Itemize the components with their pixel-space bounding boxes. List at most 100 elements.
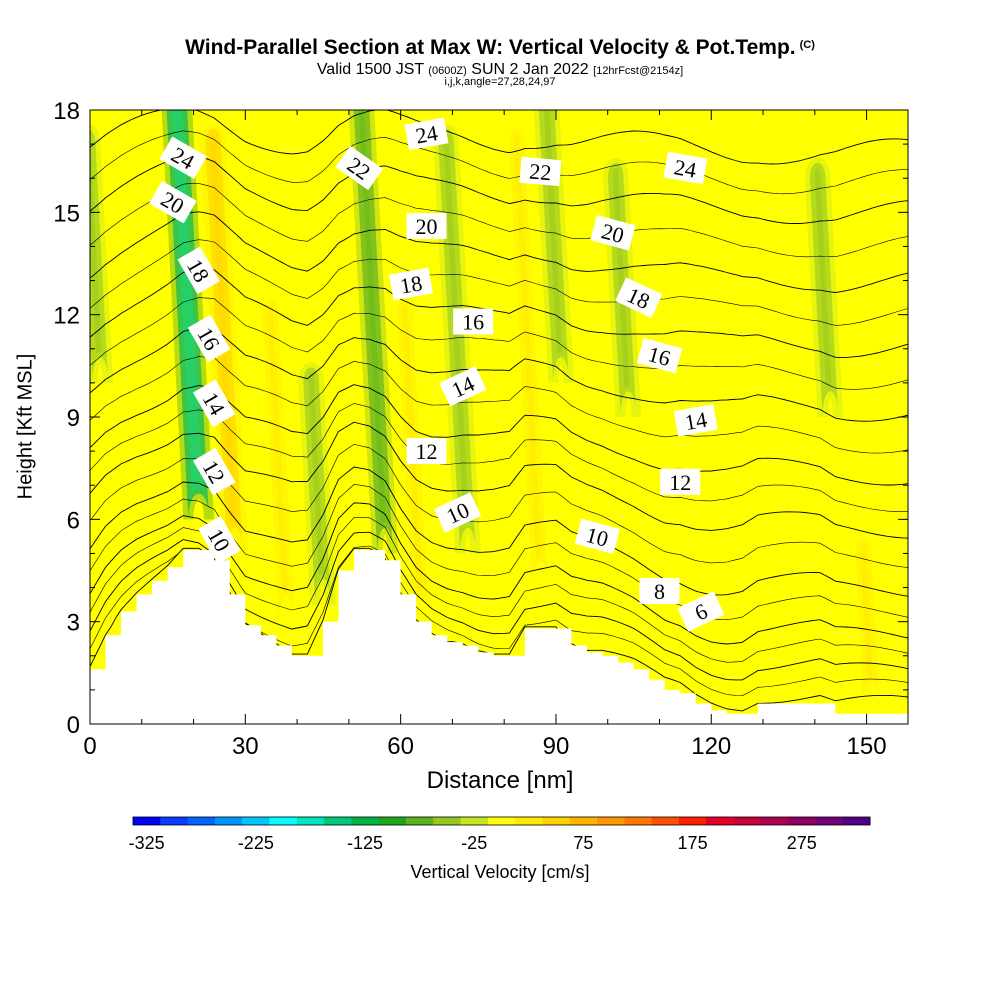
velocity-band bbox=[303, 367, 331, 605]
chart-subtitle: Valid 1500 JST (0600Z) SUN 2 Jan 2022 [1… bbox=[0, 61, 1000, 79]
contour-label-box bbox=[159, 136, 208, 180]
velocity-band bbox=[714, 162, 756, 656]
y-axis-label: Height [Kft MSL] bbox=[14, 353, 37, 500]
contour-label-box bbox=[433, 492, 482, 533]
theta-contour-18 bbox=[90, 267, 908, 358]
x-tick-label: 30 bbox=[232, 733, 259, 760]
velocity-band bbox=[353, 110, 393, 554]
velocity-band-halo bbox=[348, 110, 398, 554]
theta-contour-minor bbox=[90, 403, 908, 512]
contour-label: 24 bbox=[404, 117, 449, 151]
contour-label: 14 bbox=[673, 404, 718, 437]
contour-label-box bbox=[198, 515, 241, 564]
theta-contour-20 bbox=[90, 211, 908, 293]
velocity-band-halo bbox=[533, 110, 574, 384]
contour-label: 16 bbox=[453, 308, 494, 335]
colorbar-swatch bbox=[569, 817, 598, 825]
velocity-band-halo bbox=[709, 157, 761, 657]
contour-label-box bbox=[177, 246, 220, 295]
colorbar: -325 -225 -125 -25 75 175 275 bbox=[129, 816, 871, 853]
colorbar-frame bbox=[132, 816, 871, 826]
theta-contour-minor bbox=[90, 130, 908, 195]
colorbar-swatch bbox=[842, 817, 871, 825]
velocity-band-halo bbox=[161, 110, 215, 520]
velocity-band bbox=[809, 162, 839, 417]
subtitle-valid: Valid 1500 JST bbox=[316, 61, 424, 78]
colorbar-swatch bbox=[378, 817, 407, 825]
theta-contour-minor bbox=[90, 183, 908, 258]
subtitle-date: SUN 2 Jan 2022 bbox=[471, 61, 589, 78]
contour-label-box bbox=[389, 267, 433, 301]
colorbar-swatch bbox=[269, 817, 298, 825]
y-tick-label: 0 bbox=[67, 712, 80, 739]
colorbar-swatch bbox=[296, 817, 325, 825]
colorbar-swatch bbox=[351, 817, 380, 825]
contour-label-text: 12 bbox=[669, 470, 691, 495]
contour-label-box bbox=[673, 404, 718, 437]
contour-label: 20 bbox=[590, 215, 636, 251]
y-tick-label: 3 bbox=[67, 610, 80, 637]
velocity-band-halo bbox=[850, 533, 885, 708]
contour-label-text: 20 bbox=[416, 214, 438, 239]
velocity-band-halo bbox=[804, 157, 844, 418]
theta-contour-10 bbox=[90, 466, 908, 597]
y-axis-label-wrap: Height [Kft MSL] bbox=[6, 354, 46, 500]
chart-title: Wind-Parallel Section at Max W: Vertical… bbox=[0, 36, 1000, 60]
colorbar-swatch bbox=[624, 817, 653, 825]
colorbar-swatch bbox=[815, 817, 844, 825]
contour-label-box bbox=[660, 468, 701, 495]
velocity-band-halo bbox=[504, 123, 554, 588]
colorbar-swatch bbox=[324, 817, 352, 825]
contour-label-box bbox=[453, 308, 494, 335]
contour-label-text: 18 bbox=[398, 270, 424, 298]
contour-label-box bbox=[677, 591, 725, 632]
terrain bbox=[90, 550, 908, 724]
subtitle-utc: (0600Z) bbox=[428, 65, 467, 77]
contour-label-box bbox=[590, 215, 636, 251]
terrain-profile bbox=[90, 550, 908, 724]
contour-label: 24 bbox=[663, 151, 708, 185]
x-axis-label: Distance [nm] bbox=[426, 767, 574, 794]
contour-label-box bbox=[615, 277, 663, 318]
colorbar-swatch bbox=[706, 817, 735, 825]
colorbar-label: Vertical Velocity [cm/s] bbox=[410, 862, 590, 882]
contour-label-text: 24 bbox=[672, 154, 698, 182]
colorbar-swatch bbox=[597, 817, 625, 825]
theta-contour-22 bbox=[90, 154, 908, 224]
colorbar-swatch bbox=[678, 817, 707, 825]
colorbar-swatch bbox=[651, 817, 680, 825]
contour-label-box bbox=[404, 117, 449, 151]
colorbar-swatch bbox=[515, 817, 543, 825]
contour-label-text: 12 bbox=[416, 439, 438, 464]
contour-label-box bbox=[663, 151, 708, 185]
contour-label: 22 bbox=[519, 156, 562, 187]
theta-contour-minor bbox=[90, 356, 908, 454]
velocity-band-halo bbox=[298, 362, 336, 605]
x-tick-label: 150 bbox=[847, 733, 887, 760]
colorbar-swatch bbox=[405, 817, 434, 825]
colorbar-swatch bbox=[760, 817, 789, 825]
velocity-band bbox=[855, 538, 880, 707]
colorbar-tick-label: -25 bbox=[461, 833, 487, 853]
contour-label: 10 bbox=[574, 518, 621, 555]
colorbar-swatch bbox=[187, 817, 216, 825]
contour-label: 20 bbox=[406, 212, 447, 239]
contour-label-box bbox=[335, 145, 384, 191]
title-text: Wind-Parallel Section at Max W: Vertical… bbox=[185, 36, 796, 59]
contour-label-box bbox=[636, 337, 683, 374]
colorbar-swatch bbox=[160, 817, 189, 825]
velocity-band bbox=[438, 128, 476, 554]
contour-label-box bbox=[192, 447, 236, 496]
theta-contour-minor bbox=[90, 239, 908, 326]
x-tick-label: 60 bbox=[387, 733, 414, 760]
contour-label: 12 bbox=[660, 468, 701, 495]
contour-label-box bbox=[639, 577, 680, 604]
theta-contour-minor bbox=[90, 297, 908, 390]
colorbar-swatch bbox=[433, 817, 462, 825]
theta-contour-12 bbox=[90, 421, 908, 539]
y-tick-label: 15 bbox=[53, 200, 80, 227]
subtitle-indices: i,j,k,angle=27,28,24,97 bbox=[444, 76, 556, 88]
velocity-band-halo bbox=[90, 124, 114, 384]
contour-label: 16 bbox=[187, 314, 231, 363]
contour-label-box bbox=[519, 156, 562, 187]
